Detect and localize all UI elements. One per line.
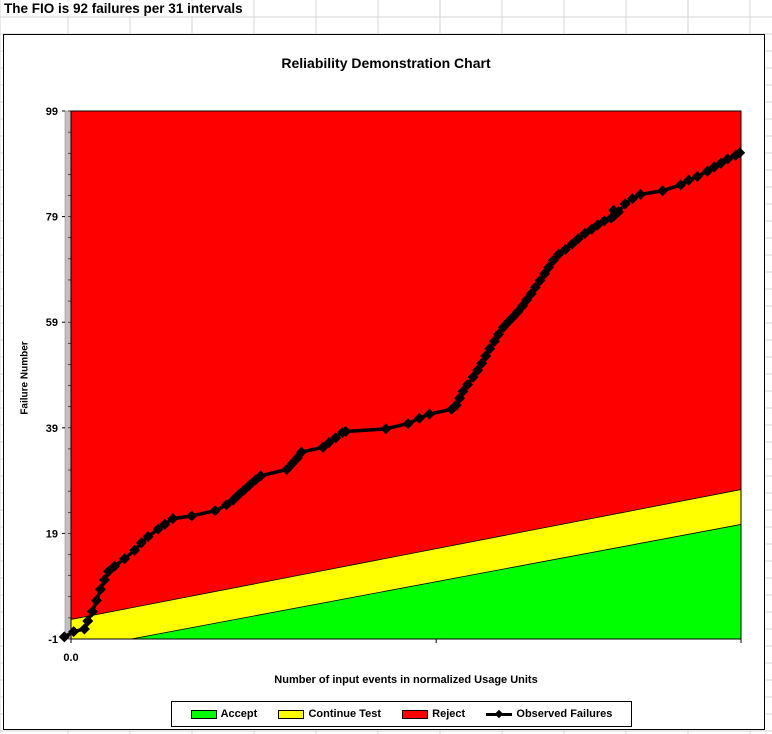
observed-failure-point (295, 446, 307, 458)
observed-failure-point (467, 371, 479, 383)
observed-failure-point (330, 432, 342, 444)
observed-failure-point (99, 574, 110, 586)
observed-failure-point (129, 544, 141, 556)
legend-item-continue-test: Continue Test (278, 708, 381, 720)
observed-failure-point (186, 510, 198, 522)
observed-failure-point (543, 261, 555, 273)
observed-failure-point (209, 505, 221, 517)
observed-failure-point (462, 379, 474, 391)
y-tick-label: 39 (46, 423, 58, 435)
observed-failure-point (119, 553, 131, 565)
observed-failure-point (152, 523, 164, 535)
observed-failure-point (423, 408, 435, 420)
observed-failure-point (534, 274, 546, 286)
observed-failure-point (402, 418, 414, 430)
observed-failure-point (521, 294, 533, 306)
x-axis-label: Number of input events in normalized Usa… (274, 674, 538, 686)
legend-swatch-continue-test (278, 709, 305, 719)
observed-failure-point (559, 243, 571, 255)
legend-label-reject: Reject (432, 708, 466, 720)
observed-failure-point (734, 147, 746, 159)
observed-failure-point (413, 412, 425, 424)
accept-boundary-line (131, 524, 741, 639)
observed-failure-point (243, 479, 255, 491)
observed-failure-point (94, 583, 106, 595)
y-axis-label: Failure Number (19, 341, 31, 415)
observed-failure-point (492, 328, 504, 340)
observed-failure-point (340, 425, 352, 437)
observed-failure-point (484, 343, 496, 355)
observed-failure-point (135, 537, 147, 549)
observed-failure-point (159, 518, 171, 530)
legend-item-reject: Reject (402, 708, 465, 720)
y-tick-label: 99 (46, 106, 58, 118)
y-tick-label: 59 (46, 317, 58, 329)
observed-failure-point (323, 437, 335, 449)
y-tick-label: 79 (46, 212, 58, 224)
observed-failure-point (476, 357, 488, 369)
observed-failure-point (68, 626, 80, 638)
observed-failure-point (547, 254, 559, 266)
chart-title: Reliability Demonstration Chart (281, 55, 491, 71)
observed-failure-point (635, 188, 646, 200)
observed-failure-point (691, 170, 703, 182)
legend-item-observed-failures: Observed Failures (486, 708, 612, 720)
observed-failure-point (142, 531, 154, 543)
observed-failure-point (502, 316, 514, 328)
observed-failure-point (566, 238, 578, 250)
y-axis-band (64, 110, 72, 640)
plot-border (70, 110, 742, 640)
legend-swatch-reject (402, 709, 429, 719)
observed-failure-point (58, 631, 70, 643)
fio-banner: The FIO is 92 failures per 31 intervals (4, 1, 245, 16)
observed-failure-point (255, 470, 267, 482)
legend-item-accept: Accept (190, 708, 258, 720)
observed-failure-point (480, 350, 492, 362)
legend-label-continue-test: Continue Test (308, 708, 381, 720)
observed-failure-point (657, 185, 669, 197)
observed-failure-point (220, 499, 232, 511)
reject-boundary-line (71, 489, 741, 620)
observed-failure-point (90, 594, 102, 606)
legend-swatch-observed-failures (486, 708, 513, 720)
legend-swatch-accept (190, 709, 217, 719)
y-tick-label: -1 (48, 634, 58, 646)
observed-failure-point (683, 174, 695, 186)
observed-failure-point (529, 281, 541, 293)
observed-failure-point (103, 565, 115, 577)
observed-failure-point (553, 248, 565, 260)
observed-failure-point (612, 206, 624, 218)
legend-label-observed-failures: Observed Failures (516, 708, 613, 720)
observed-failure-point (167, 513, 179, 525)
chart-legend: Accept Continue Test Reject Observed Fai… (171, 701, 632, 727)
observed-failure-point (457, 385, 469, 397)
observed-failure-point (281, 464, 293, 476)
observed-failure-point (626, 193, 638, 205)
observed-failure-point (286, 458, 298, 470)
legend-label-accept: Accept (220, 708, 258, 720)
x-tick-label: 0.0 (63, 652, 78, 664)
y-tick-label: 19 (46, 528, 58, 540)
observed-failure-point (572, 233, 584, 245)
observed-failure-point (109, 560, 121, 572)
observed-failure-point (675, 179, 687, 191)
observed-failure-point (82, 615, 94, 627)
observed-failure-point (619, 198, 631, 210)
observed-failure-point (78, 623, 90, 635)
observed-failure-point (86, 606, 98, 618)
observed-failure-point (380, 423, 392, 435)
observed-failure-point (722, 153, 734, 165)
